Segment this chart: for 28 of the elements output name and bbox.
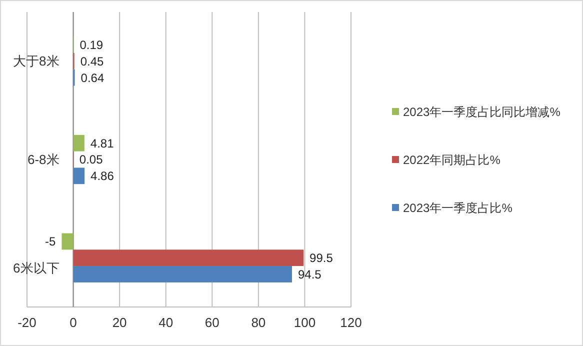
x-tick-label: 80 — [251, 315, 266, 330]
bar — [73, 134, 84, 152]
data-label: 94.5 — [298, 267, 322, 282]
data-label: 0.64 — [80, 70, 104, 85]
x-tick-label: -20 — [18, 315, 36, 330]
y-tick-label: 6-8米 — [27, 152, 60, 168]
x-tick-label: 40 — [158, 315, 174, 330]
data-label: 0.19 — [80, 38, 104, 52]
x-tick-label: 20 — [112, 315, 127, 330]
y-tick-label: 大于8米 — [13, 54, 60, 69]
data-label: -5 — [45, 234, 56, 249]
x-tick-label: 0 — [70, 315, 77, 330]
legend-label: 2023年一季度占比% — [403, 201, 513, 216]
x-tick-label: 100 — [294, 315, 316, 330]
x-tick-label: 120 — [340, 315, 362, 330]
data-label: 0.45 — [80, 54, 104, 68]
bar — [73, 168, 85, 184]
y-tick-label: 6米以下 — [13, 260, 60, 276]
data-label: 4.81 — [90, 136, 114, 150]
legend-label: 2023年一季度占比同比增减% — [403, 105, 561, 120]
bar — [62, 233, 74, 250]
data-label: 4.86 — [90, 169, 114, 184]
legend-label: 2022年同期占比% — [403, 153, 501, 168]
data-label: 99.5 — [310, 251, 334, 266]
data-label: 0.05 — [79, 152, 104, 167]
bar — [73, 250, 304, 266]
bar — [73, 266, 292, 282]
x-tick-label: 60 — [204, 315, 220, 330]
